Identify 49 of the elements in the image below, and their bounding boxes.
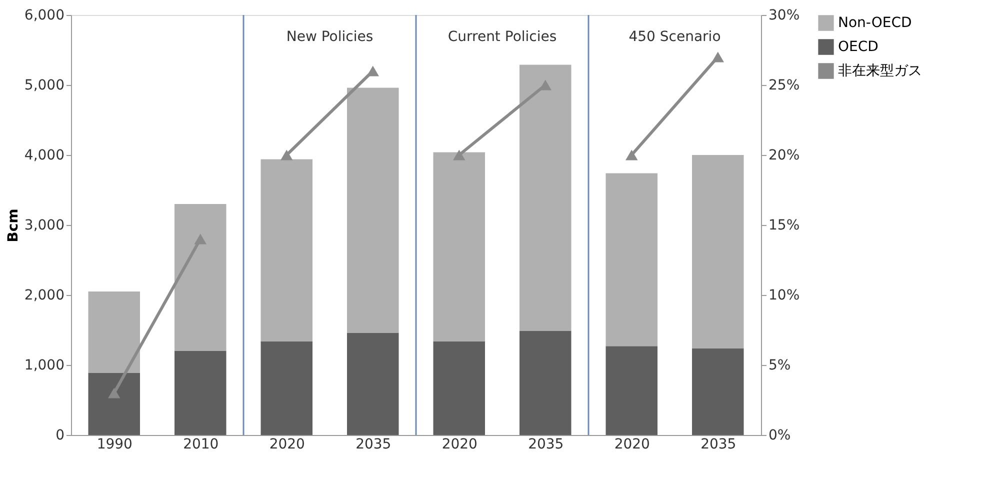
bar [260, 341, 312, 435]
y-tick-label: 1,000 [24, 358, 64, 374]
bar [174, 351, 226, 435]
legend-label: Non-OECD [838, 15, 912, 31]
point [194, 234, 206, 244]
bar [347, 88, 399, 333]
y-axis-title: Bcm [5, 208, 22, 242]
y2-tick-label: 10% [768, 288, 800, 304]
legend-label: OECD [838, 39, 878, 55]
bar [692, 155, 744, 348]
y-tick-label: 4,000 [24, 148, 64, 164]
x-tick-label: 2020 [269, 436, 305, 452]
bar [88, 292, 140, 373]
y-tick-label: 6,000 [24, 8, 64, 24]
bar [520, 330, 572, 435]
point [626, 150, 638, 160]
y2-tick-label: 20% [768, 148, 800, 164]
legend-label: 非在来型ガス [838, 63, 922, 79]
x-tick-label: 2035 [700, 436, 736, 452]
x-tick-label: 2010 [183, 436, 219, 452]
bar [174, 204, 226, 351]
x-tick-label: 2035 [356, 436, 392, 452]
bar [520, 64, 572, 331]
x-tick-label: 2020 [442, 436, 478, 452]
y2-tick-label: 5% [768, 358, 791, 374]
y-tick-label: 5,000 [24, 78, 64, 94]
bar [260, 159, 312, 342]
y-tick-label: 3,000 [24, 218, 64, 234]
annotation: New Policies [286, 29, 374, 45]
y2-tick-label: 0% [768, 428, 791, 444]
y2-tick-label: 25% [768, 78, 800, 94]
bar [347, 332, 399, 435]
bar [433, 341, 485, 435]
y2-tick-label: 30% [768, 8, 800, 24]
bar [606, 173, 658, 346]
bar [433, 152, 485, 342]
bar [88, 372, 140, 435]
bar [606, 346, 658, 435]
x-tick-label: 2035 [528, 436, 564, 452]
annotation: Current Policies [448, 29, 557, 45]
y2-tick-label: 15% [768, 218, 800, 234]
annotation: 450 Scenario [628, 29, 721, 45]
point [108, 388, 120, 398]
bar [692, 348, 744, 435]
y-tick-label: 2,000 [24, 288, 64, 304]
x-tick-label: 1990 [96, 436, 132, 452]
y-tick-label: 0 [56, 428, 64, 444]
point [712, 52, 724, 62]
x-tick-label: 2020 [614, 436, 650, 452]
